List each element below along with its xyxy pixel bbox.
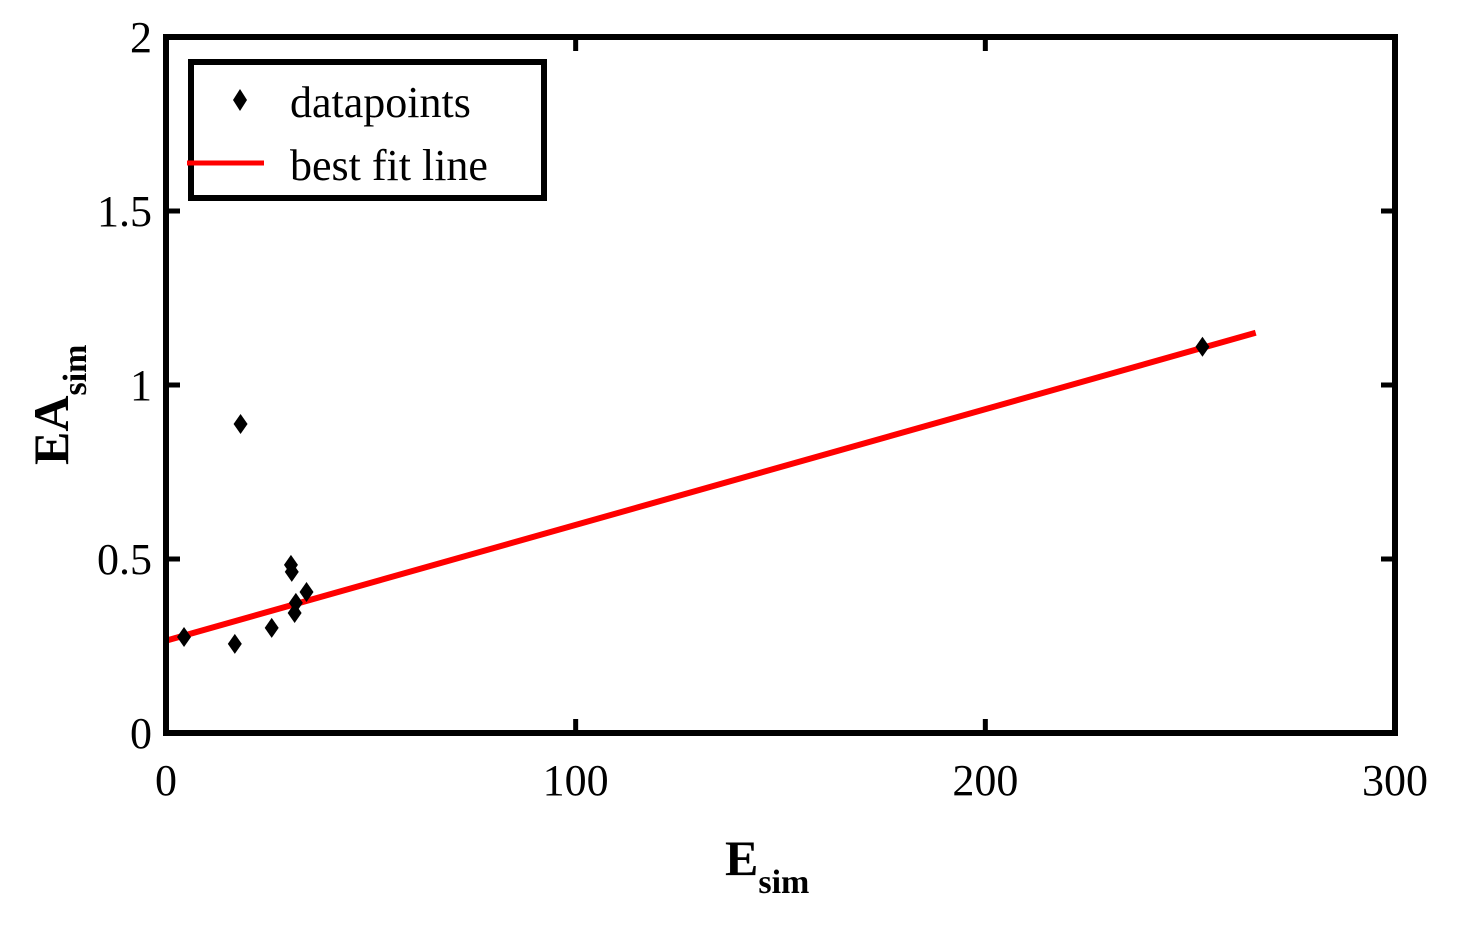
datapoint-diamond-icon — [264, 617, 279, 638]
plot-frame — [163, 34, 1398, 736]
datapoint-diamond-icon — [284, 561, 299, 582]
datapoint-diamond-icon — [177, 626, 192, 647]
y-tick-label: 0 — [130, 709, 152, 758]
datapoint-diamond-icon — [1195, 336, 1210, 357]
best-fit-line — [167, 329, 1257, 643]
y-tick-label: 1 — [130, 361, 152, 410]
x-tick-label: 0 — [155, 756, 177, 805]
legend-label-best-fit-line: best fit line — [290, 141, 488, 190]
y-axis-label: EAsim — [23, 345, 94, 465]
datapoints — [177, 336, 1210, 654]
y-tick-label: 2 — [130, 13, 152, 62]
y-tick-label: 1.5 — [97, 187, 152, 236]
y-tick-label: 0.5 — [97, 535, 152, 584]
datapoint-diamond-icon — [288, 592, 303, 613]
datapoint-diamond-icon — [227, 633, 242, 654]
tick-labels: 0 100 200 300 0 0.5 1 1.5 2 — [97, 13, 1428, 805]
datapoint-diamond-icon — [299, 582, 314, 603]
x-tick-label: 200 — [952, 756, 1018, 805]
legend-label-datapoints: datapoints — [290, 78, 471, 127]
x-tick-label: 100 — [543, 756, 609, 805]
datapoint-diamond-icon — [233, 413, 248, 434]
legend-diamond-icon — [233, 89, 247, 111]
legend: datapoints best fit line — [187, 59, 547, 201]
legend-box — [188, 59, 547, 201]
x-axis-label: Esim — [725, 830, 809, 901]
fit-line-path — [167, 329, 1257, 643]
x-tick-label: 300 — [1362, 756, 1428, 805]
